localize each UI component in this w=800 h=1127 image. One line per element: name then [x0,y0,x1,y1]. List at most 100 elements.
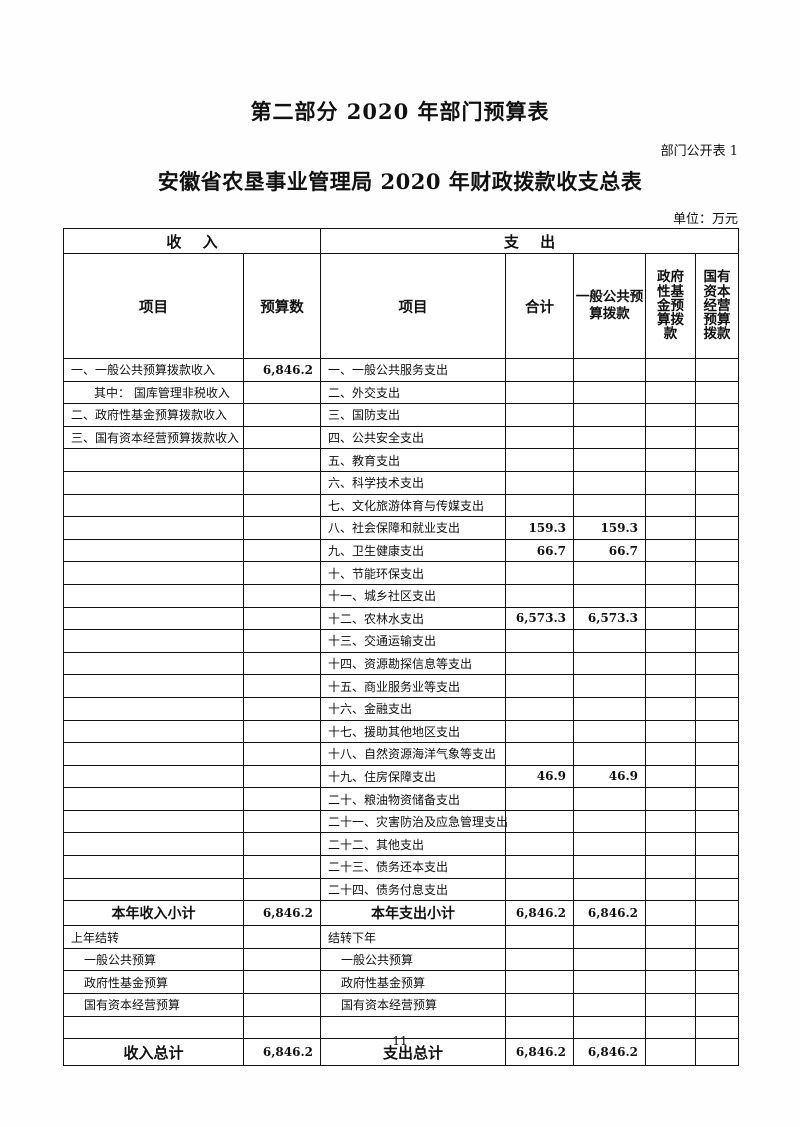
col-header-exp-item: 项目 [320,253,507,359]
expenditure-total-value [505,877,575,902]
carryover-expenditure-general-public [573,970,647,995]
table-row: 二十四、债务付息支出 [63,877,740,902]
carryover-income-label: 国有资本经营预算 [63,993,244,1017]
income-item-label [63,877,244,902]
expenditure-gov-fund-value [645,516,697,540]
expenditure-state-capital-value [695,809,740,834]
expenditure-item-label: 十四、资源勘探信息等支出 [320,651,507,676]
expenditure-general-public-value [573,877,647,902]
income-budget-value [242,719,322,744]
expenditure-item-label: 二十一、灾害防治及应急管理支出 [320,809,508,834]
carryover-expenditure-label: 一般公共预算 [320,947,507,972]
expenditure-state-capital-value [695,832,740,857]
expenditure-general-public-value [573,358,647,382]
table-row: 二十、粮油物资储备支出 [63,787,740,811]
income-item-label [63,651,244,676]
expenditure-gov-fund-value [645,538,697,563]
carryover-expenditure-total [505,925,575,949]
col-header-income-budget: 预算数 [242,253,322,359]
income-item-label: 三、国有资本经营预算拨款收入 [63,425,244,450]
expenditure-item-label: 一、一般公共服务支出 [320,358,507,382]
expenditure-item-label: 十六、金融支出 [320,696,507,721]
column-header-row: 项目 预算数 项目 合计 一般公共预算拨款 政府性基金预算拨款 国有资本经营预算… [63,253,740,359]
income-item-label [63,674,244,698]
total-expenditure-general-public: 6,846.2 [573,1038,647,1067]
carryover-income-label [63,1015,244,1040]
expenditure-general-public-value [573,629,647,653]
income-item-label [63,629,244,653]
income-item-label [63,787,244,811]
expenditure-state-capital-value [695,561,740,585]
expenditure-state-capital-value [695,629,740,653]
unit-note: 单位：万元 [672,212,738,227]
expenditure-item-label: 二十四、债务付息支出 [320,877,507,902]
expenditure-total-value [505,832,575,857]
table-head: 收 入 支 出 项目 预算数 项目 合计 一般公共预算拨款 政府性基金预算拨款 … [62,228,740,359]
expenditure-state-capital-value [695,358,740,382]
col-header-exp-total: 合计 [505,253,575,359]
fiscal-appropriation-table: 收 入 支 出 项目 预算数 项目 合计 一般公共预算拨款 政府性基金预算拨款 … [62,228,740,1067]
income-budget-value [242,764,322,789]
carryover-expenditure-total [505,993,575,1017]
income-item-label [63,606,244,631]
expenditure-total-value [505,358,575,382]
expenditure-state-capital-value [695,380,740,405]
income-budget-value: 6,846.2 [242,358,322,382]
expenditure-gov-fund-value [645,358,697,382]
expenditure-state-capital-value [695,855,740,879]
carryover-expenditure-general-public [573,947,647,972]
carryover-expenditure-general-public [573,993,647,1017]
total-income-value: 6,846.2 [242,1038,322,1067]
income-budget-value [242,877,322,902]
expenditure-total-value: 66.7 [505,538,575,563]
table-row: 其中： 国库管理非税收入 二、外交支出 [63,380,740,405]
table-row: 十七、援助其他地区支出 [63,719,740,744]
table-row: 十五、商业服务业等支出 [63,674,740,698]
expenditure-total-value: 159.3 [505,516,575,540]
carryover-income-value [242,993,322,1017]
expenditure-total-value [505,403,575,427]
expenditure-general-public-value [573,425,647,450]
income-item-label [63,448,244,472]
part-title: 第二部分 2020 年部门预算表 [250,99,550,124]
income-budget-value [242,629,322,653]
income-budget-value [242,561,322,585]
expenditure-gov-fund-value [645,583,697,608]
carryover-income-label: 上年结转 [63,925,244,949]
expenditure-gov-fund-value [645,448,697,472]
expenditure-state-capital-value [695,719,740,744]
table-row: 十八、自然资源海洋气象等支出 [63,742,740,766]
total-income-label: 收入总计 [63,1038,244,1067]
expenditure-state-capital-value [695,538,740,563]
carryover-expenditure-gov-fund [645,1015,697,1040]
expenditure-item-label: 十八、自然资源海洋气象等支出 [320,742,507,766]
expenditure-total-value [505,448,575,472]
income-item-label [63,809,244,834]
table-row: 十、节能环保支出 [63,561,740,585]
income-item-label [63,719,244,744]
expenditure-general-public-value [573,403,647,427]
expenditure-item-label: 二十三、债务还本支出 [320,855,507,879]
expenditure-gov-fund-value [645,696,697,721]
carryover-row: 国有资本经营预算 国有资本经营预算 [63,993,740,1017]
expenditure-general-public-value [573,674,647,698]
subtotal-expenditure-gov-fund [645,900,697,927]
expenditure-state-capital-value [695,877,740,902]
carryover-income-value [242,1015,322,1040]
grand-total-row: 收入总计 6,846.2 支出总计 6,846.2 6,846.2 [63,1038,740,1067]
income-budget-value [242,493,322,518]
expenditure-total-value [505,696,575,721]
expenditure-general-public-value: 66.7 [573,538,647,563]
carryover-row: 上年结转 结转下年 [63,925,740,949]
income-budget-value [242,538,322,563]
income-budget-value [242,855,322,879]
expenditure-total-value [505,583,575,608]
expenditure-general-public-value [573,561,647,585]
expenditure-total-value [505,561,575,585]
expenditure-gov-fund-value [645,470,697,495]
income-item-label: 二、政府性基金预算拨款收入 [63,403,244,427]
expenditure-item-label: 四、公共安全支出 [320,425,507,450]
subtotal-income-label: 本年收入小计 [63,900,244,927]
expenditure-item-label: 十三、交通运输支出 [320,629,507,653]
income-budget-value [242,787,322,811]
